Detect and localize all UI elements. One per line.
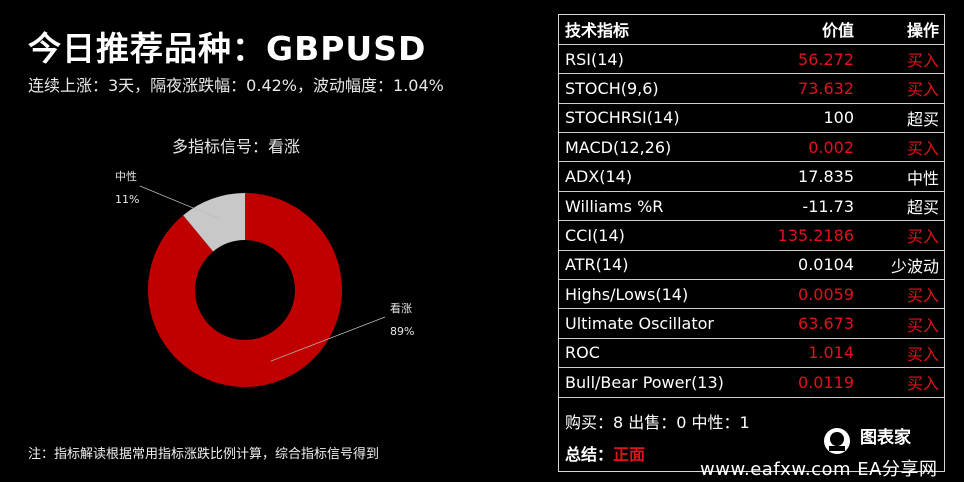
indicator-value: 56.272 bbox=[746, 44, 856, 75]
signal-counts: 购买：8 出售：0 中性：1 bbox=[565, 413, 750, 432]
indicator-name: Ultimate Oscillator bbox=[559, 308, 746, 339]
indicator-value: 17.835 bbox=[746, 161, 856, 192]
header-indicator: 技术指标 bbox=[559, 15, 746, 45]
watermark: www.eafxw.com EA分享网 bbox=[700, 459, 938, 480]
table-row: Bull/Bear Power(13) 0.0119 买入 bbox=[559, 367, 944, 398]
indicator-value: -11.73 bbox=[746, 191, 856, 222]
indicator-name: STOCH(9,6) bbox=[559, 73, 746, 104]
table-row: Ultimate Oscillator 63.673 买入 bbox=[559, 308, 944, 339]
indicator-name: CCI(14) bbox=[559, 220, 746, 251]
table-row: RSI(14) 56.272 买入 bbox=[559, 44, 944, 75]
indicator-name: Highs/Lows(14) bbox=[559, 279, 746, 310]
table-row: CCI(14) 135.2186 买入 bbox=[559, 220, 944, 251]
indicator-action: 中性 bbox=[856, 161, 944, 192]
table-row: STOCHRSI(14) 100 超买 bbox=[559, 103, 944, 134]
indicator-action: 少波动 bbox=[856, 250, 944, 281]
indicator-name: RSI(14) bbox=[559, 44, 746, 75]
indicator-name: Bull/Bear Power(13) bbox=[559, 367, 746, 398]
table-row: Williams %R -11.73 超买 bbox=[559, 191, 944, 222]
slice-leader-1 bbox=[139, 185, 220, 220]
indicator-value: 73.632 bbox=[746, 73, 856, 104]
indicator-action: 买入 bbox=[856, 338, 944, 369]
donut-chart: 看涨 89% 中性 11% bbox=[115, 169, 414, 387]
indicator-value: 0.002 bbox=[746, 132, 856, 163]
indicator-name: MACD(12,26) bbox=[559, 132, 746, 163]
table-row: MACD(12,26) 0.002 买入 bbox=[559, 132, 944, 163]
indicator-table: 技术指标 价值 操作 RSI(14) 56.272 买入 STOCH(9,6) 73.6… bbox=[559, 15, 944, 398]
indicator-action: 超买 bbox=[856, 191, 944, 222]
indicator-value: 0.0104 bbox=[746, 250, 856, 281]
indicator-name: ATR(14) bbox=[559, 250, 746, 281]
indicator-name: ADX(14) bbox=[559, 161, 746, 192]
header-action: 操作 bbox=[856, 15, 944, 45]
slice-percent-0: 89% bbox=[390, 325, 414, 338]
slice-label-1: 中性 bbox=[115, 169, 137, 183]
indicator-action: 买入 bbox=[856, 44, 944, 75]
indicator-value: 100 bbox=[746, 103, 856, 134]
footnote: 注：指标解读根据常用指标涨跌比例计算，综合指标信号得到 bbox=[28, 447, 380, 462]
table-row: ADX(14) 17.835 中性 bbox=[559, 161, 944, 192]
indicator-panel: 技术指标 价值 操作 RSI(14) 56.272 买入 STOCH(9,6) 73.6… bbox=[558, 14, 945, 472]
indicator-name: ROC bbox=[559, 338, 746, 369]
conclusion-value: 正面 bbox=[613, 445, 646, 464]
indicator-name: Williams %R bbox=[559, 191, 746, 222]
indicator-action: 买入 bbox=[856, 367, 944, 398]
brand-logo-icon bbox=[824, 428, 850, 454]
chart-title: 多指标信号：看涨 bbox=[172, 137, 301, 156]
indicator-action: 买入 bbox=[856, 73, 944, 104]
conclusion-label: 总结： bbox=[565, 445, 614, 464]
table-row: ROC 1.014 买入 bbox=[559, 338, 944, 369]
table-row: ATR(14) 0.0104 少波动 bbox=[559, 250, 944, 281]
indicator-action: 买入 bbox=[856, 279, 944, 310]
table-header-row: 技术指标 价值 操作 bbox=[559, 15, 944, 45]
indicator-name: STOCHRSI(14) bbox=[559, 103, 746, 134]
indicator-value: 1.014 bbox=[746, 338, 856, 369]
indicator-action: 买入 bbox=[856, 220, 944, 251]
indicator-value: 63.673 bbox=[746, 308, 856, 339]
indicator-value: 0.0059 bbox=[746, 279, 856, 310]
indicator-action: 买入 bbox=[856, 132, 944, 163]
brand-logo-text: 图表家 bbox=[860, 428, 911, 448]
slice-leader-0 bbox=[270, 316, 386, 362]
page-subtitle: 连续上涨：3天，隔夜涨跌幅：0.42%，波动幅度：1.04% bbox=[28, 76, 444, 95]
indicator-action: 超买 bbox=[856, 103, 944, 134]
slice-1 bbox=[183, 193, 245, 252]
indicator-value: 0.0119 bbox=[746, 367, 856, 398]
table-row: Highs/Lows(14) 0.0059 买入 bbox=[559, 279, 944, 310]
indicator-action: 买入 bbox=[856, 308, 944, 339]
slice-0 bbox=[147, 193, 342, 387]
slice-percent-1: 11% bbox=[115, 193, 139, 206]
slice-label-0: 看涨 bbox=[390, 301, 412, 315]
indicator-value: 135.2186 bbox=[746, 220, 856, 251]
table-row: STOCH(9,6) 73.632 买入 bbox=[559, 73, 944, 104]
summary-conclusion: 总结：正面 bbox=[565, 441, 645, 465]
page-title: 今日推荐品种：GBPUSD bbox=[28, 29, 427, 68]
header-value: 价值 bbox=[746, 15, 856, 45]
